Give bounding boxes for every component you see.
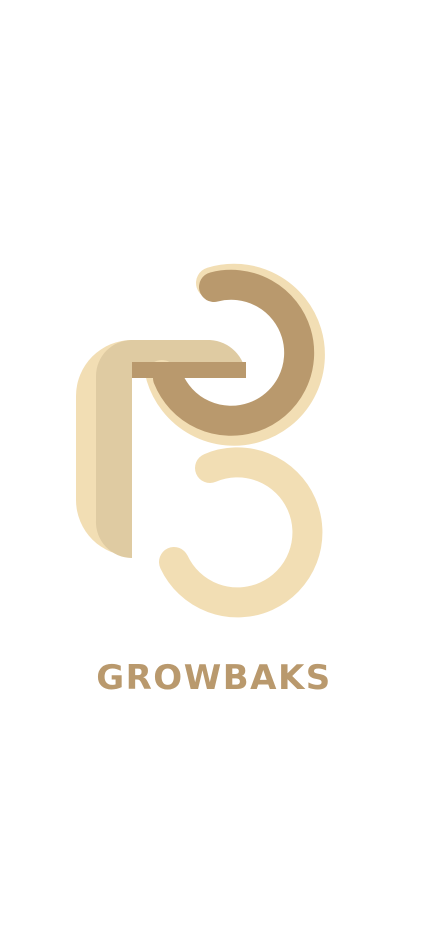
logo-g-crossbar: [132, 362, 246, 378]
logo-g-ring: [153, 269, 315, 436]
logo-lower-bowl: [159, 447, 323, 618]
brand-name: GROWBAKS: [96, 658, 332, 698]
logo-stem-mid: [95, 340, 132, 559]
